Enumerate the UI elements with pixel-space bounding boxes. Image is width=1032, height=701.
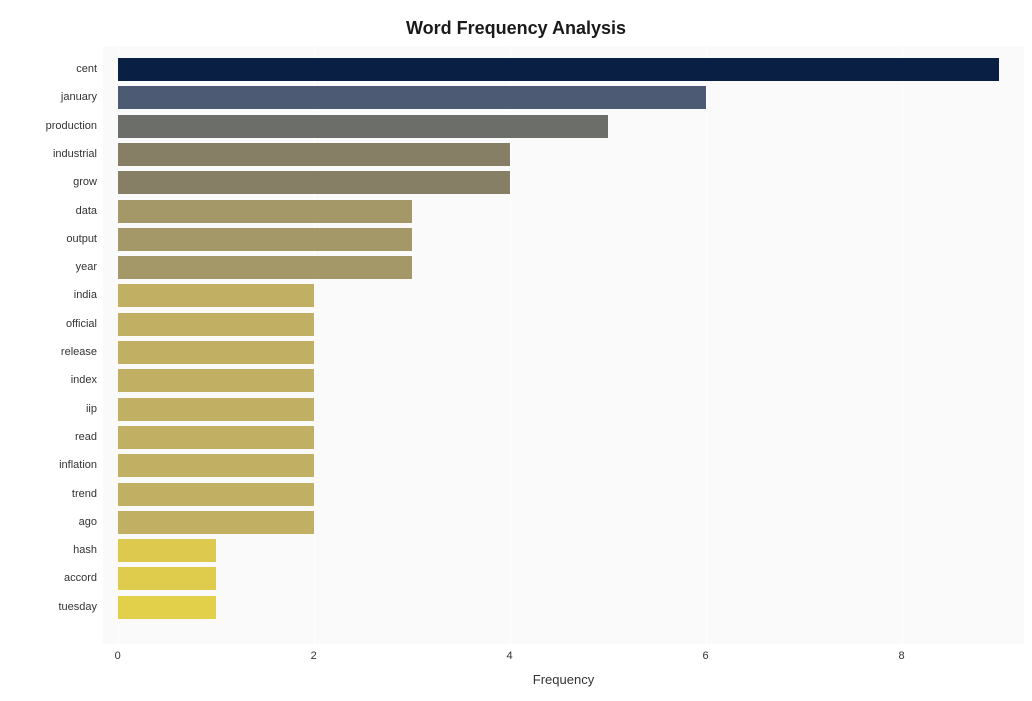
y-axis-label: grow (73, 171, 97, 194)
y-axis-label: release (61, 341, 97, 364)
bar (118, 58, 1000, 81)
y-axis-label: data (76, 200, 97, 223)
bar (118, 200, 412, 223)
x-tick: 4 (507, 650, 513, 662)
y-axis-label: official (66, 313, 97, 336)
bar (118, 596, 216, 619)
y-axis-label: production (46, 115, 97, 138)
bar (118, 341, 314, 364)
chart-wrapper: Word Frequency Analysis centjanuaryprodu… (8, 8, 1024, 693)
x-tick: 8 (898, 650, 904, 662)
y-axis-label: accord (64, 567, 97, 590)
bar (118, 284, 314, 307)
y-axis-label: year (76, 256, 97, 279)
y-axis-label: index (71, 369, 97, 392)
y-axis-label: trend (72, 483, 97, 506)
bar (118, 369, 314, 392)
x-tick: 0 (115, 650, 121, 662)
bar (118, 511, 314, 534)
y-axis-label: output (66, 228, 97, 251)
bar (118, 454, 314, 477)
bar (118, 483, 314, 506)
bar (118, 143, 510, 166)
plot-area: centjanuaryproductionindustrialgrowdatao… (103, 46, 1024, 644)
bar (118, 171, 510, 194)
y-axis-label: inflation (59, 454, 97, 477)
x-axis-title: Frequency (103, 672, 1024, 687)
y-axis-label: tuesday (58, 596, 97, 619)
bar (118, 426, 314, 449)
chart-title: Word Frequency Analysis (8, 18, 1024, 39)
grid-line (706, 46, 707, 644)
x-tick: 2 (311, 650, 317, 662)
bar (118, 539, 216, 562)
bar (118, 86, 706, 109)
y-axis-label: india (74, 284, 97, 307)
y-axis-label: hash (73, 539, 97, 562)
bar (118, 228, 412, 251)
y-axis-label: january (61, 86, 97, 109)
y-axis-label: industrial (53, 143, 97, 166)
y-axis-label: iip (86, 398, 97, 421)
x-tick: 6 (703, 650, 709, 662)
y-axis-label: read (75, 426, 97, 449)
bar (118, 398, 314, 421)
bar (118, 313, 314, 336)
bar (118, 567, 216, 590)
bar (118, 256, 412, 279)
bar (118, 115, 608, 138)
grid-line (902, 46, 903, 644)
y-axis-label: cent (76, 58, 97, 81)
y-axis-label: ago (79, 511, 97, 534)
